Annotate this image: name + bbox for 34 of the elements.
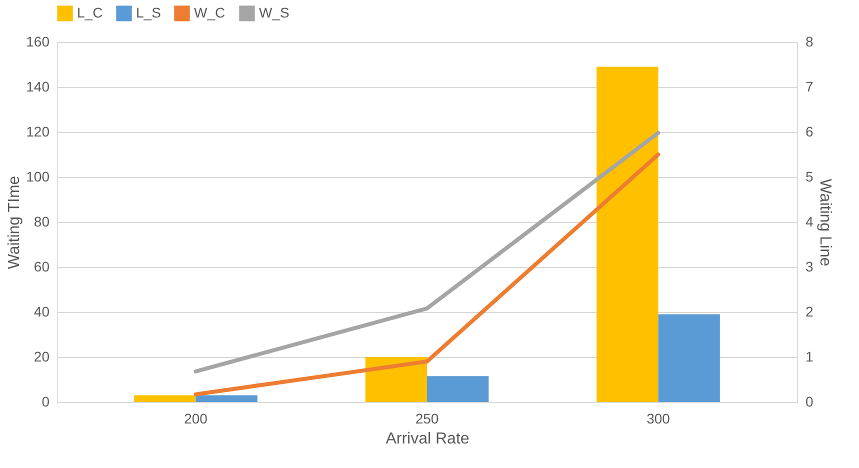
y2-tick-label: 3 (806, 258, 814, 274)
y-tick-label: 120 (26, 124, 50, 140)
bar (134, 395, 196, 402)
y2-tick-label: 0 (806, 394, 814, 410)
y2-axis-title: Waiting Line (816, 178, 834, 266)
legend-label: L_C (77, 4, 103, 20)
bar (596, 66, 658, 402)
x-axis-title: Arrival Rate (386, 430, 470, 448)
y2-tick-label: 1 (806, 348, 814, 364)
y2-tick-label: 7 (806, 78, 814, 94)
x-tick-label: 300 (646, 410, 670, 426)
y-tick-label: 100 (26, 168, 50, 184)
x-tick-label: 200 (184, 410, 208, 426)
y2-tick-label: 4 (806, 214, 814, 230)
y-axis-title: Waiting TIme (6, 176, 24, 270)
legend-label: L_S (136, 4, 161, 20)
bar (427, 376, 489, 402)
y-tick-label: 40 (34, 304, 50, 320)
y-tick-label: 60 (34, 258, 50, 274)
legend-label: W_C (194, 4, 226, 20)
x-tick-label: 250 (415, 410, 439, 426)
y-tick-label: 140 (26, 78, 50, 94)
y2-tick-label: 8 (806, 34, 814, 50)
y-tick-label: 80 (34, 214, 50, 230)
y2-tick-label: 6 (806, 124, 814, 140)
bar (365, 357, 427, 402)
legend-label: W_S (259, 4, 290, 20)
bar (658, 314, 720, 402)
y2-tick-label: 5 (806, 168, 814, 184)
y-tick-label: 20 (34, 348, 50, 364)
y-tick-label: 160 (26, 34, 50, 50)
y2-tick-label: 2 (806, 304, 814, 320)
y-tick-label: 0 (42, 394, 50, 410)
bar (196, 395, 258, 402)
